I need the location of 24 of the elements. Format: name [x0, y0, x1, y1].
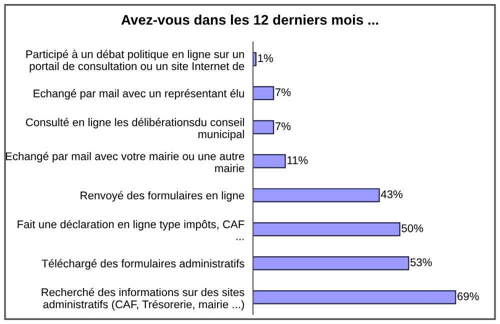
chart-title: Avez-vous dans les 12 derniers mois ... — [121, 14, 378, 25]
y-tick-label: Participé à un débat politique en ligne sur un portail de consultation ou un site Internet de — [26, 50, 244, 72]
bar — [253, 120, 274, 134]
data-label: 11% — [288, 156, 308, 164]
y-tick-label: Echangé par mail avec votre mairie ou une autre mairie — [6, 152, 244, 172]
y-tick-label: Consulté en ligne les délibérationsdu conseil municipal — [26, 118, 244, 140]
y-tick-label: Renvoyé des formulaires en ligne — [80, 191, 244, 202]
y-tick-label: Téléchargé des formulaires administratifs — [42, 259, 244, 270]
data-label: 53% — [410, 258, 432, 266]
bar — [253, 222, 400, 236]
bar — [253, 188, 380, 202]
y-tick-label: Echangé par mail avec un représentant élu — [34, 89, 244, 100]
y-tick-label: Fait une déclaration en ligne type impôts, CAF ... — [18, 220, 244, 240]
bar — [253, 86, 274, 100]
bar — [253, 290, 456, 304]
data-label: 7% — [276, 122, 291, 130]
data-label: 43% — [380, 190, 402, 198]
bar — [253, 154, 286, 168]
data-label: 1% — [258, 54, 273, 62]
y-tick-label: Recherché des informations sur des sites administratifs (CAF, Trésorerie, mairie ...) — [42, 288, 244, 310]
data-label: 69% — [458, 292, 479, 300]
data-label: 7% — [276, 88, 291, 96]
data-label: 50% — [402, 224, 424, 232]
bar — [253, 256, 410, 270]
